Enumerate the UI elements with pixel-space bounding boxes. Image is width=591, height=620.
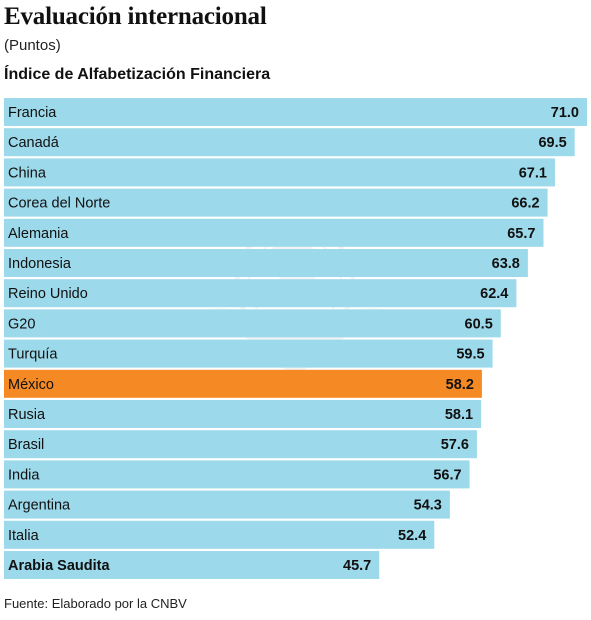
category-label: Turquía [8, 347, 58, 363]
bar-canadá [4, 128, 575, 157]
category-label: Indonesia [8, 256, 72, 272]
category-label: China [8, 165, 47, 181]
bar-méxico [4, 369, 482, 398]
value-label: 66.2 [511, 196, 539, 212]
category-label: México [8, 377, 54, 393]
value-label: 65.7 [507, 226, 535, 242]
category-label: India [8, 467, 40, 483]
value-label: 45.7 [343, 558, 371, 574]
value-label: 58.2 [446, 377, 474, 393]
value-label: 52.4 [398, 528, 426, 544]
value-label: 60.5 [465, 316, 493, 332]
bar-francia [4, 98, 587, 126]
value-label: 59.5 [456, 347, 484, 363]
category-label: Reino Unido [8, 286, 88, 302]
category-label: Italia [8, 528, 40, 544]
bar-alemania [4, 218, 544, 247]
category-label: Rusia [8, 407, 46, 423]
category-label: Arabia Saudita [8, 558, 110, 574]
bar-rusia [4, 400, 482, 428]
category-label: Argentina [8, 498, 71, 514]
category-label: Brasil [8, 437, 44, 453]
bar-reino-unido [4, 279, 517, 308]
page-subtitle: (Puntos) [4, 37, 61, 54]
page-title: Evaluación internacional [4, 3, 267, 30]
value-label: 62.4 [480, 286, 508, 302]
value-label: 69.5 [538, 135, 566, 151]
value-label: 67.1 [519, 165, 547, 181]
bar-arabia-saudita [4, 551, 380, 579]
bar-argentina [4, 490, 450, 519]
source-note: Fuente: Elaborado por la CNBV [4, 596, 187, 611]
value-label: 54.3 [414, 498, 442, 514]
category-label: Francia [8, 105, 57, 121]
category-label: Corea del Norte [8, 196, 110, 212]
category-label: G20 [8, 316, 35, 332]
category-label: Alemania [8, 226, 69, 242]
category-label: Canadá [8, 135, 60, 151]
value-label: 63.8 [492, 256, 520, 272]
bar-india [4, 460, 470, 489]
value-label: 58.1 [445, 407, 473, 423]
bar-brasil [4, 430, 477, 459]
bar-g20 [4, 309, 501, 338]
bar-china [4, 158, 555, 187]
bar-turquía [4, 339, 493, 368]
value-label: 57.6 [441, 437, 469, 453]
bar-corea-del-norte [4, 188, 548, 217]
bar-italia [4, 520, 435, 549]
value-label: 56.7 [433, 467, 461, 483]
bar-indonesia [4, 249, 528, 277]
chart-title: Índice de Alfabetización Financiera [4, 66, 271, 83]
value-label: 71.0 [551, 105, 579, 121]
